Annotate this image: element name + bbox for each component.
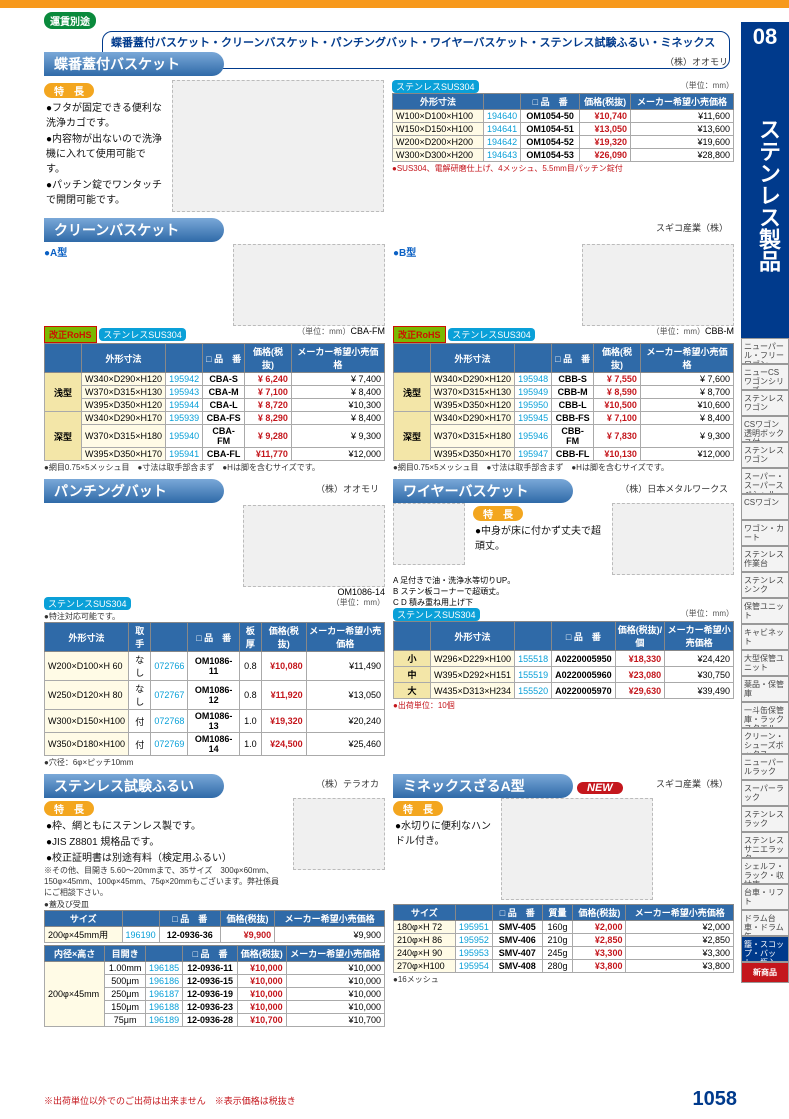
side-tab: ニューCSワゴンシリーズ (741, 364, 789, 390)
side-tab: 一斗缶保管庫・ラックスクエル (741, 702, 789, 728)
sec-title: クリーンバスケット (44, 218, 224, 242)
side-tab: ステンレスワゴン (741, 390, 789, 416)
side-tab: ニューパール・フリーワゴン (741, 338, 789, 364)
product-image (612, 503, 734, 575)
footer-note: ※出荷単位以外でのご出荷は出来ません ※表示価格は税抜き (44, 1094, 296, 1107)
product-image (243, 505, 385, 587)
product-image (172, 80, 384, 212)
page-number: 1058 (693, 1088, 738, 1111)
side-tab: スーパーラック (741, 780, 789, 806)
sec-title: 蝶番蓋付バスケット (44, 52, 224, 76)
spec-table: 外形寸法□ 品 番価格(税抜)/個メーカー希望小売価格小W296×D229×H1… (393, 621, 734, 699)
top-orange-bar (0, 0, 789, 8)
main-content: 蝶番蓋付バスケット （株）オオモリ 特 長 フタが固定できる便利な洗浄カゴです。… (44, 52, 734, 1027)
side-tab: ステンレスラック (741, 806, 789, 832)
supplier: スギコ産業（株） (656, 221, 728, 234)
feature-badge: 特 長 (44, 83, 94, 98)
side-tab: クリーン・シューズボックス (741, 728, 789, 754)
side-tab: ステンレスシンク (741, 572, 789, 598)
side-tab: ドラム台車・ドラム缶 (741, 910, 789, 936)
detail-image (393, 503, 465, 565)
side-tab: 台車・リフト (741, 884, 789, 910)
side-tab: シェルフ・ラック・収納庫 (741, 858, 789, 884)
table-note: ●SUS304、電解研磨仕上げ、4メッシュ、5.5mm目パッチン錠付 (392, 163, 734, 174)
side-tab: 大型保管ユニット (741, 650, 789, 676)
product-image (501, 798, 653, 900)
side-tab: キャビネット (741, 624, 789, 650)
spec-table: 外形寸法取手□ 品 番板厚価格(税抜)メーカー希望小売価格W200×D100×H… (44, 622, 385, 756)
product-image-a (233, 244, 385, 326)
side-tab: 籠・スコップ・バット・瓶入 (741, 936, 789, 962)
side-tab: ステンレスサニエラック (741, 832, 789, 858)
side-column: 08 ステンレス製品 ニューパール・フリーワゴンニューCSワゴンシリーズステンレ… (741, 22, 789, 1072)
spec-table-b: 外形寸法□ 品 番価格(税抜)メーカー希望小売価格浅型W340×D290×H12… (393, 343, 734, 461)
side-tab: 保管ユニット (741, 598, 789, 624)
spec-table-a: 外形寸法□ 品 番価格(税抜)メーカー希望小売価格浅型W340×D290×H12… (44, 343, 385, 461)
supplier: （株）オオモリ (665, 55, 728, 68)
spec-table: 外形寸法□ 品 番価格(税抜)メーカー希望小売価格W100×D100×H1001… (392, 93, 734, 162)
side-tab: ニューパールラック (741, 754, 789, 780)
shipping-badge: 運賃別途 (44, 12, 96, 29)
sec-clean-basket: クリーンバスケット スギコ産業（株） ●A型 改正RoHS ステンレスSUS30… (44, 218, 734, 473)
side-tab: ステンレス作業台 (741, 546, 789, 572)
sec-test-sieve: ステンレス試験ふるい（株）テラオカ 特 長枠、網ともにステンレス製です。JIS … (44, 774, 385, 1027)
product-image (293, 798, 385, 870)
lid-table: サイズ□ 品 番価格(税抜)メーカー希望小売価格200φ×45mm用196190… (44, 910, 385, 943)
product-image-b (582, 244, 734, 326)
side-tab: 新商品 (741, 962, 789, 983)
side-tab: CSワゴン (741, 494, 789, 520)
section-vertical-title: ステンレス製品 (741, 52, 789, 338)
spec-table: サイズ□ 品 番質量価格(税抜)メーカー希望小売価格180φ×H 7219595… (393, 904, 734, 973)
sec-minex-colander: ミネックスざるA型NEWスギコ産業（株） 特 長水切りに便利なハンドル付き。 サ… (393, 774, 734, 1027)
side-tab: 薬品・保管庫 (741, 676, 789, 702)
side-tab: ステンレスワゴン (741, 442, 789, 468)
sus-badge: ステンレスSUS304 (392, 80, 479, 93)
side-tab: CSワゴン透明ボックス付 (741, 416, 789, 442)
section-number: 08 (741, 22, 789, 52)
spec-table: 内径×高さ目開き□ 品 番価格(税抜)メーカー希望小売価格200φ×45mm1.… (44, 945, 385, 1027)
side-tab: スーパー・スーパースペシャル (741, 468, 789, 494)
new-badge: NEW (577, 782, 623, 794)
sec-wire-basket: ワイヤーバスケット（株）日本メタルワークス 特 長中身が床に付かず丈夫で超頑丈。… (393, 479, 734, 768)
sec-punching-bat: パンチングバット（株）オオモリ OM1086-14 ステンレスSUS304（単位… (44, 479, 385, 768)
side-tab: ワゴン・カート (741, 520, 789, 546)
sec-hinged-basket: 蝶番蓋付バスケット （株）オオモリ 特 長 フタが固定できる便利な洗浄カゴです。… (44, 52, 734, 212)
